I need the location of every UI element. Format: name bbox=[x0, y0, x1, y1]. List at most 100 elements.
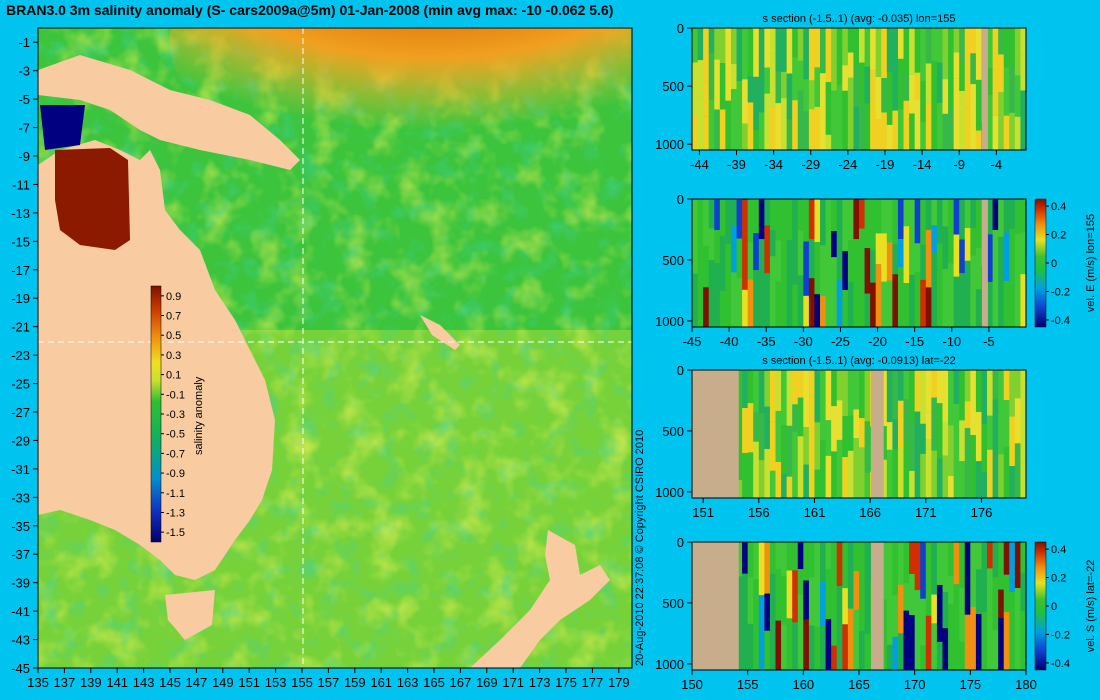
colorbar-tick-label: -0.7 bbox=[166, 448, 185, 460]
section-cell bbox=[820, 439, 826, 498]
section-cell bbox=[987, 449, 993, 498]
section-cell bbox=[964, 199, 971, 229]
section-y-tick-label: 0 bbox=[677, 21, 684, 36]
section-cell bbox=[1014, 621, 1021, 670]
section-cell bbox=[1020, 462, 1027, 498]
section-cell bbox=[875, 119, 882, 150]
section-cell bbox=[764, 406, 771, 449]
section-cell bbox=[820, 625, 826, 670]
section-cell bbox=[875, 76, 882, 120]
section-cell bbox=[836, 28, 843, 58]
section-cell bbox=[859, 62, 865, 105]
section-cell bbox=[909, 615, 916, 670]
section-cell bbox=[870, 98, 877, 150]
section-cell bbox=[769, 542, 776, 574]
map-y-tick-label: -1 bbox=[18, 35, 30, 50]
map-y-tick-label: -29 bbox=[11, 433, 30, 448]
section-cell bbox=[775, 620, 782, 670]
section-cell bbox=[736, 80, 743, 123]
section-cell bbox=[781, 624, 788, 670]
section-cell bbox=[814, 199, 821, 243]
section-cell bbox=[808, 28, 815, 81]
section-cell bbox=[764, 93, 771, 150]
section-cell bbox=[970, 84, 977, 150]
section-x-tick-label: -40 bbox=[720, 334, 739, 349]
section-cell bbox=[847, 542, 854, 583]
section-cell bbox=[1014, 370, 1021, 399]
section-cell bbox=[948, 576, 955, 605]
section-cell bbox=[859, 255, 865, 327]
section-cell bbox=[953, 542, 960, 585]
section-cell bbox=[781, 576, 788, 625]
section-cell bbox=[797, 90, 804, 150]
section-y-tick-label: 1000 bbox=[655, 485, 684, 500]
section-cell bbox=[847, 77, 854, 150]
section-cell bbox=[864, 421, 871, 474]
section-y-tick-label: 500 bbox=[662, 424, 684, 439]
map-y-axis: -1 -3 -5 -7 -9 -11 -13 -15 -17 -19 -21 -23 -25 -27 -29… bbox=[11, 35, 38, 676]
map-y-tick-label: -7 bbox=[18, 121, 30, 136]
section-cell bbox=[808, 278, 815, 327]
section-cell bbox=[1003, 574, 1010, 613]
section-cell bbox=[753, 542, 760, 580]
section-cell bbox=[914, 618, 921, 670]
section-cell bbox=[953, 403, 960, 462]
section-cell bbox=[987, 94, 993, 150]
section-cell bbox=[786, 618, 793, 670]
section-x-tick-label: 150 bbox=[681, 677, 703, 692]
section-cell bbox=[975, 412, 982, 462]
section-cell bbox=[864, 473, 871, 498]
section-cell bbox=[753, 76, 760, 130]
section-cell bbox=[964, 108, 971, 150]
section-cell bbox=[797, 230, 804, 276]
section-cell bbox=[786, 119, 793, 150]
section-cell bbox=[692, 240, 698, 274]
gulf-carpentaria-anomaly bbox=[55, 148, 130, 250]
section-cell bbox=[758, 595, 765, 631]
section-cell bbox=[803, 542, 810, 581]
section-cell bbox=[753, 270, 760, 327]
section-cell bbox=[836, 279, 843, 327]
section-cell bbox=[942, 370, 949, 422]
section-cell bbox=[881, 542, 888, 600]
section-cell bbox=[998, 401, 1005, 455]
map-y-tick-label: -45 bbox=[11, 661, 30, 676]
section-cell bbox=[992, 577, 999, 631]
copyright-text: 20-Aug-2010 22:37:08 © Copyright CSIRO 2… bbox=[634, 430, 646, 666]
section-cell bbox=[775, 199, 782, 241]
section-cell bbox=[914, 542, 921, 591]
section-cell bbox=[925, 28, 932, 64]
velocity-colorbar-tick-label: 0.4 bbox=[1051, 544, 1066, 556]
section-cell bbox=[987, 67, 993, 95]
section-cell bbox=[953, 461, 960, 498]
section-cell bbox=[909, 470, 916, 498]
section-cell bbox=[797, 569, 804, 595]
section-cell bbox=[892, 419, 899, 450]
section-cell bbox=[981, 424, 988, 473]
section-cell bbox=[803, 295, 810, 327]
section-cell bbox=[792, 100, 799, 150]
section-cell bbox=[970, 542, 977, 576]
section-cell bbox=[853, 438, 860, 498]
section-cell bbox=[814, 294, 821, 327]
section-y-tick-label: 500 bbox=[662, 596, 684, 611]
section-cell bbox=[736, 278, 743, 327]
section-cell bbox=[920, 370, 927, 424]
map-x-tick-label: 163 bbox=[397, 675, 419, 690]
section-x-tick-label: -4 bbox=[991, 157, 1003, 172]
section-cell bbox=[942, 226, 949, 270]
section-cell bbox=[992, 69, 999, 116]
section-cell bbox=[786, 28, 793, 74]
section-cell bbox=[697, 243, 704, 295]
section-cell bbox=[959, 370, 966, 421]
section-cell bbox=[864, 66, 871, 104]
section-cell bbox=[847, 52, 854, 78]
section-cell bbox=[859, 228, 865, 256]
section-y-tick-label: 1000 bbox=[655, 314, 684, 329]
section-cell bbox=[836, 84, 843, 150]
section-cell bbox=[820, 542, 826, 583]
section-cell bbox=[975, 247, 982, 290]
section-x-tick-label: 175 bbox=[959, 677, 981, 692]
section-cell bbox=[820, 370, 826, 397]
section-cell bbox=[881, 426, 888, 460]
